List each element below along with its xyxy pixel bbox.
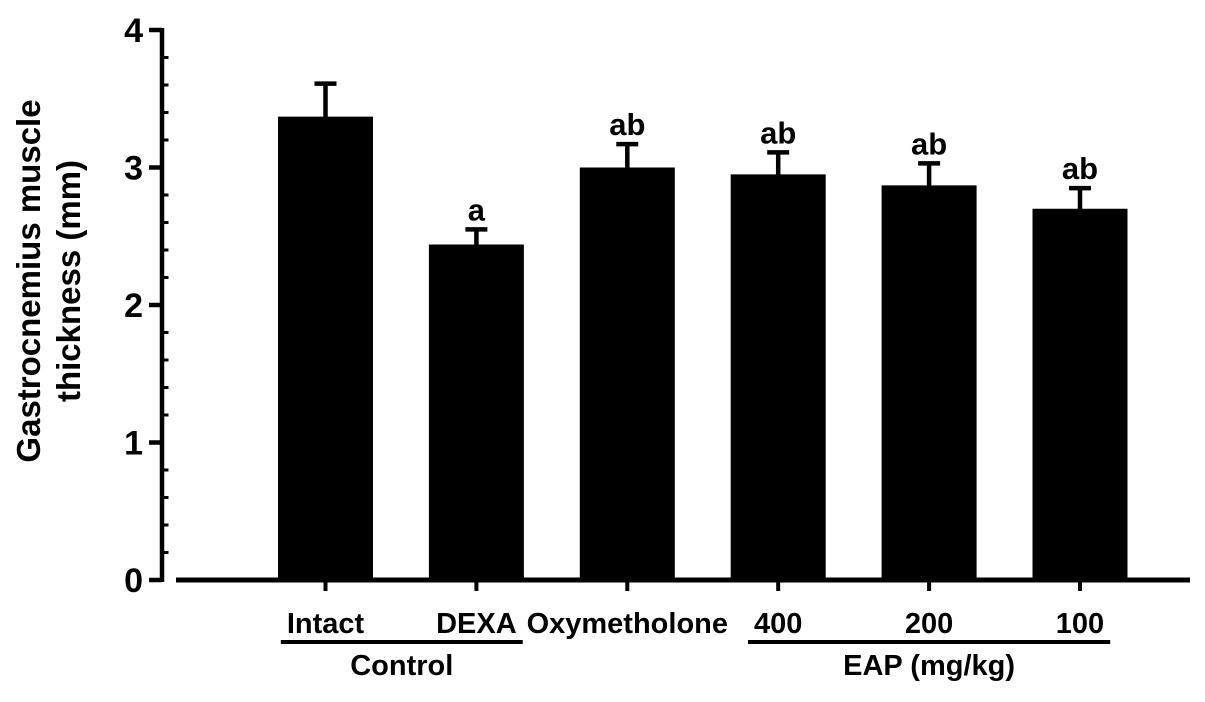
category-label-intact: Intact	[287, 608, 365, 640]
bar-intact	[278, 116, 373, 580]
bar-oxymetholone	[579, 167, 675, 580]
category-label-dexa: DEXA	[436, 608, 517, 640]
category-label-100: 100	[1056, 608, 1104, 640]
y-tick-label: 1	[124, 425, 143, 463]
y-tick-label: 4	[124, 12, 143, 50]
y-tick-label: 2	[124, 287, 143, 325]
bar-200	[881, 185, 977, 580]
y-axis-title-line2: thickness (mm)	[50, 160, 87, 402]
bar-400	[730, 174, 826, 580]
y-tick-label: 0	[124, 562, 143, 600]
bar-100	[1032, 208, 1128, 580]
significance-label-oxymetholone: ab	[609, 107, 645, 142]
significance-label-dexa: a	[468, 192, 486, 227]
significance-label-200: ab	[911, 126, 947, 161]
significance-label-100: ab	[1062, 151, 1098, 186]
group-label-eap-mg-kg-: EAP (mg/kg)	[843, 650, 1015, 682]
y-axis-title-line1: Gastrocnemius muscle	[10, 99, 47, 462]
category-label-400: 400	[754, 608, 802, 640]
significance-label-400: ab	[760, 115, 796, 150]
y-tick-label: 3	[124, 150, 143, 188]
bar-dexa	[428, 244, 524, 580]
group-label-control: Control	[350, 650, 453, 682]
category-label-200: 200	[905, 608, 953, 640]
category-label-oxymetholone: Oxymetholone	[527, 608, 728, 640]
